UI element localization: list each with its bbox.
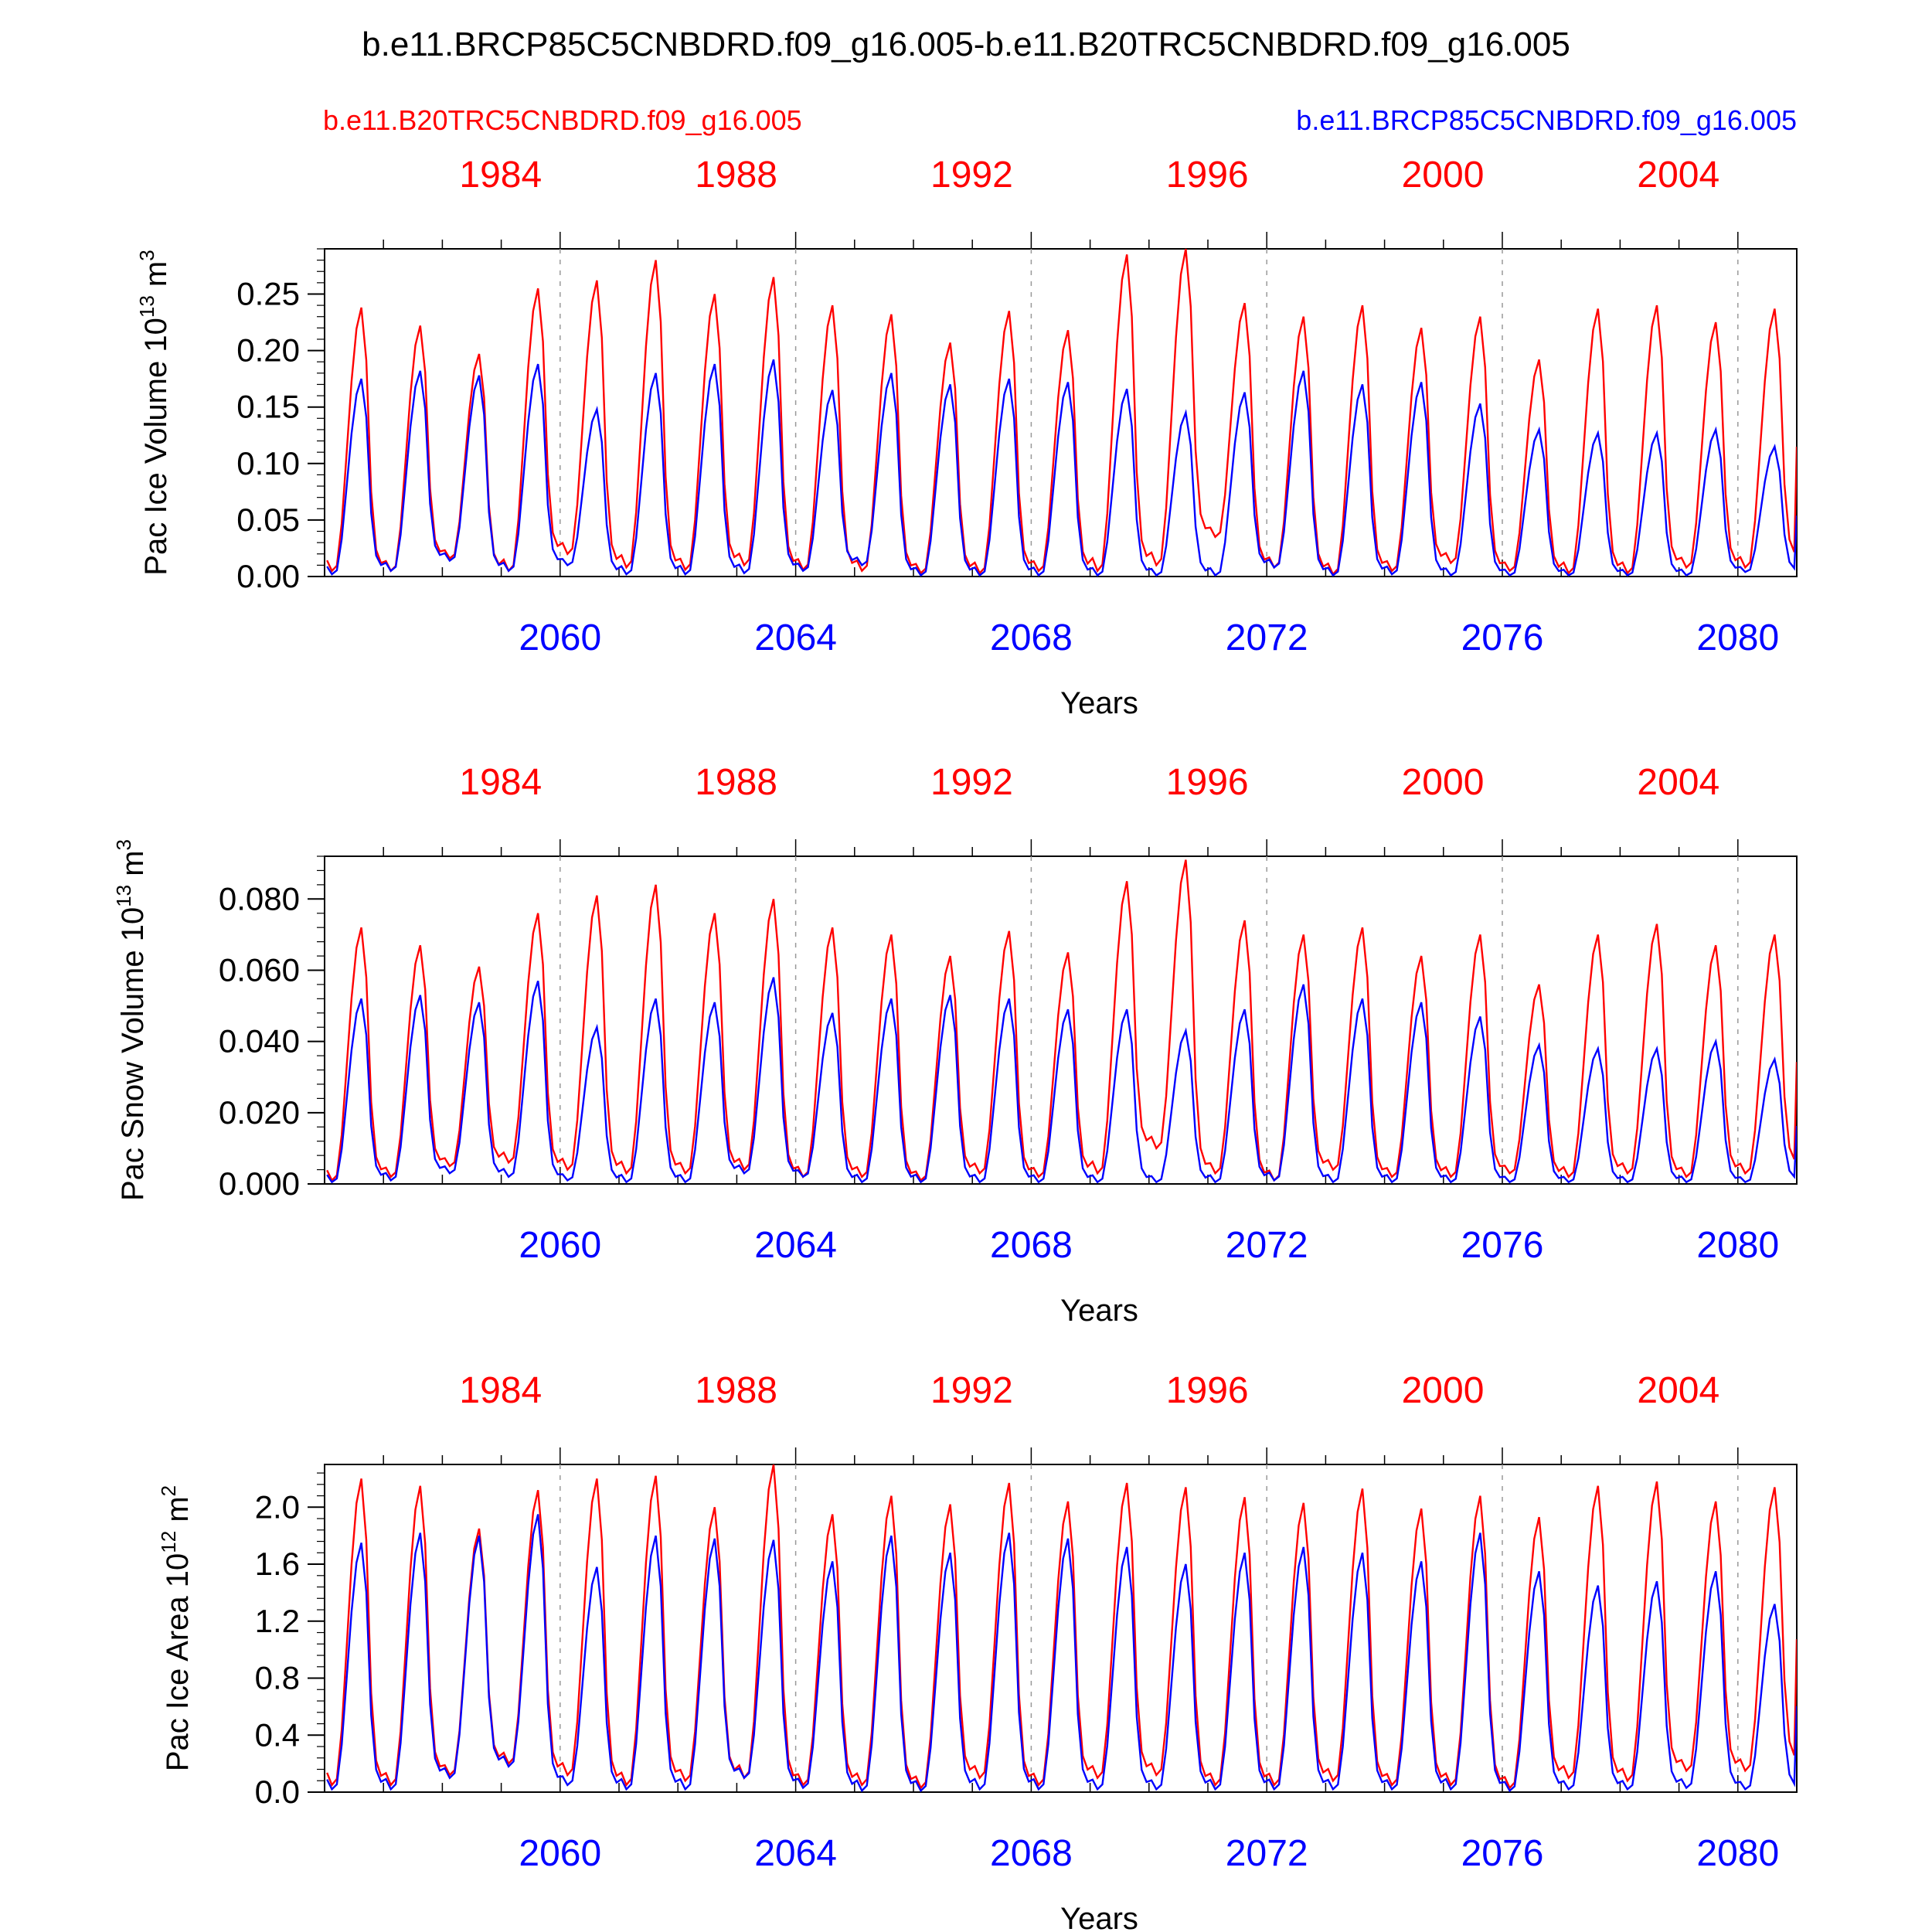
top-axis-year-label: 1992 bbox=[930, 155, 1013, 196]
bottom-axis-year-label: 2064 bbox=[754, 1225, 837, 1266]
bottom-axis-year-label: 2076 bbox=[1461, 617, 1544, 658]
x-axis-label: Years bbox=[1060, 1294, 1138, 1328]
y-tick-label: 1.6 bbox=[255, 1546, 300, 1582]
panels: 0.00 0.05 0.10 0.15 0.20 0.25 Pac Ice Volume 1… bbox=[112, 155, 1798, 1932]
series-line-blue bbox=[326, 1514, 1797, 1792]
top-axis-year-label: 2000 bbox=[1402, 762, 1485, 803]
bottom-axis-year-label: 2076 bbox=[1461, 1225, 1544, 1266]
y-axis-label-unit: m bbox=[161, 1496, 195, 1530]
series-line-red bbox=[326, 1464, 1797, 1790]
y-tick-label: 0.0 bbox=[255, 1774, 300, 1810]
y-tick-label: 0.10 bbox=[236, 445, 300, 481]
bottom-axis-year-label: 2060 bbox=[519, 617, 601, 658]
panel-snow-volume: 0.000 0.020 0.040 0.060 0.080 Pac Snow Volume… bbox=[112, 762, 1798, 1328]
y-tick-label: 0.15 bbox=[236, 389, 300, 425]
y-tick-label: 0.00 bbox=[236, 558, 300, 594]
legend-scenario-label: b.e11.BRCP85C5CNBDRD.f09_g16.005 bbox=[1296, 104, 1797, 136]
y-axis-label-unit-exp: 3 bbox=[135, 250, 158, 260]
y-tick-label: 0.8 bbox=[255, 1660, 300, 1696]
top-axis-year-label: 1988 bbox=[695, 1370, 777, 1411]
y-axis-label: Pac Snow Volume 1013 m3 bbox=[112, 839, 150, 1201]
y-axis-label-text: Pac Snow Volume 10 bbox=[116, 907, 150, 1201]
figure-title: b.e11.BRCP85C5CNBDRD.f09_g16.005-b.e11.B… bbox=[362, 26, 1570, 63]
series-line-blue bbox=[326, 359, 1797, 577]
y-axis-label-power: 12 bbox=[157, 1531, 180, 1553]
top-axis-year-label: 2000 bbox=[1402, 155, 1485, 196]
bottom-axis-year-label: 2072 bbox=[1226, 1225, 1308, 1266]
top-axis-year-label: 1988 bbox=[695, 762, 777, 803]
y-axis-label: Pac Ice Area 1012 m2 bbox=[157, 1485, 195, 1771]
y-tick-label: 0.000 bbox=[219, 1165, 300, 1202]
y-axis-label-text: Pac Ice Area 10 bbox=[161, 1553, 195, 1771]
legend-reference-label: b.e11.B20TRC5CNBDRD.f09_g16.005 bbox=[323, 104, 802, 136]
top-axis-year-label: 2004 bbox=[1637, 155, 1719, 196]
bottom-axis-year-label: 2060 bbox=[519, 1833, 601, 1874]
y-tick-label: 0.05 bbox=[236, 502, 300, 538]
y-tick-label: 0.040 bbox=[219, 1023, 300, 1060]
bottom-axis-year-label: 2068 bbox=[990, 1225, 1073, 1266]
bottom-axis-year-label: 2072 bbox=[1226, 1833, 1308, 1874]
x-axis-label: Years bbox=[1060, 686, 1138, 720]
top-axis-year-label: 1996 bbox=[1166, 1370, 1249, 1411]
y-tick-label: 0.20 bbox=[236, 332, 300, 369]
x-axis-label: Years bbox=[1060, 1902, 1138, 1932]
bottom-axis-year-label: 2064 bbox=[754, 617, 837, 658]
y-axis-label-text: Pac Ice Volume 10 bbox=[139, 318, 173, 576]
y-tick-label: 0.4 bbox=[255, 1716, 300, 1753]
bottom-axis-year-label: 2080 bbox=[1696, 1833, 1779, 1874]
series-line-red bbox=[326, 859, 1797, 1182]
plot-frame bbox=[324, 855, 1798, 1185]
y-tick-label: 0.020 bbox=[219, 1094, 300, 1131]
bottom-axis-year-label: 2064 bbox=[754, 1833, 837, 1874]
top-axis-year-label: 1996 bbox=[1166, 762, 1249, 803]
top-axis-year-label: 1984 bbox=[459, 762, 542, 803]
series-line-blue bbox=[326, 977, 1797, 1184]
y-axis-label-unit-exp: 2 bbox=[157, 1485, 180, 1496]
series-line-red bbox=[326, 249, 1797, 577]
y-axis-label: Pac Ice Volume 1013 m3 bbox=[135, 250, 173, 575]
top-axis-year-label: 1984 bbox=[459, 1370, 542, 1411]
y-axis-label-power: 13 bbox=[135, 295, 158, 318]
top-axis-year-label: 1992 bbox=[930, 1370, 1013, 1411]
bottom-axis-year-label: 2068 bbox=[990, 617, 1073, 658]
y-axis-label-unit: m bbox=[116, 850, 150, 884]
y-tick-label: 0.080 bbox=[219, 880, 300, 917]
top-axis-year-label: 2000 bbox=[1402, 1370, 1485, 1411]
bottom-axis-year-label: 2072 bbox=[1226, 617, 1308, 658]
y-tick-label: 0.25 bbox=[236, 275, 300, 311]
panel-ice-volume: 0.00 0.05 0.10 0.15 0.20 0.25 Pac Ice Volume 1… bbox=[135, 155, 1798, 720]
y-tick-label: 2.0 bbox=[255, 1488, 300, 1525]
top-axis-year-label: 1992 bbox=[930, 762, 1013, 803]
top-axis-year-label: 2004 bbox=[1637, 762, 1719, 803]
y-tick-label: 1.2 bbox=[255, 1603, 300, 1639]
y-axis-label-power: 13 bbox=[112, 885, 135, 907]
panel-ice-area: 0.0 0.4 0.8 1.2 1.6 2.0 Pac Ice Area 1012 m2 19… bbox=[157, 1370, 1798, 1932]
plot-frame bbox=[324, 248, 1798, 577]
y-axis-label-unit-exp: 3 bbox=[112, 839, 135, 850]
top-axis-year-label: 1988 bbox=[695, 155, 777, 196]
bottom-axis-year-label: 2080 bbox=[1696, 617, 1779, 658]
top-axis-year-label: 1984 bbox=[459, 155, 542, 196]
top-axis-year-label: 1996 bbox=[1166, 155, 1249, 196]
top-axis-year-label: 2004 bbox=[1637, 1370, 1719, 1411]
y-axis-label-unit: m bbox=[139, 261, 173, 295]
bottom-axis-year-label: 2080 bbox=[1696, 1225, 1779, 1266]
bottom-axis-year-label: 2068 bbox=[990, 1833, 1073, 1874]
y-tick-label: 0.060 bbox=[219, 951, 300, 988]
bottom-axis-year-label: 2060 bbox=[519, 1225, 601, 1266]
plot-frame bbox=[324, 1464, 1798, 1793]
bottom-axis-year-label: 2076 bbox=[1461, 1833, 1544, 1874]
